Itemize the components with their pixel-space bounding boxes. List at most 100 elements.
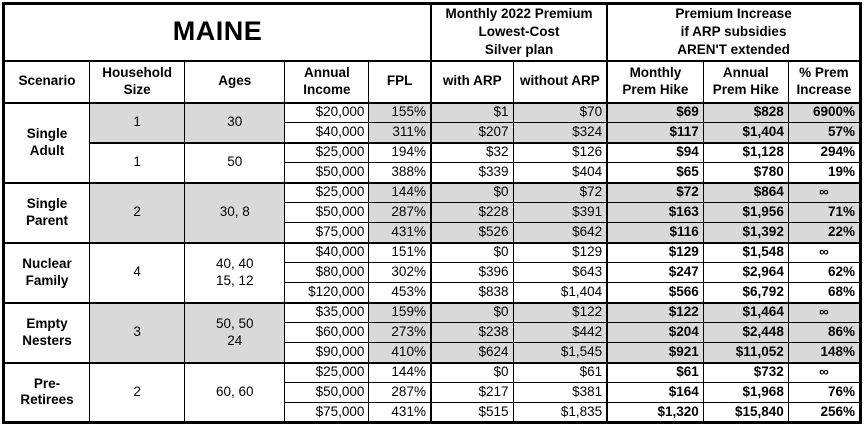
column-header-scenario: Scenario	[2, 60, 91, 104]
annual-prem-hike-cell: $11,052	[702, 342, 789, 364]
without-arp-cell: $442	[512, 322, 608, 344]
annual-income-cell: $75,000	[284, 402, 370, 424]
fpl-cell: 144%	[368, 181, 432, 204]
fpl-cell: 151%	[368, 241, 432, 264]
section-header-row: MAINE Monthly 2022 Premium Lowest-Cost S…	[2, 2, 862, 62]
annual-income-cell: $20,000	[284, 101, 370, 124]
premium-table: MAINE Monthly 2022 Premium Lowest-Cost S…	[2, 2, 862, 425]
scenario-cell: Single Parent	[2, 181, 91, 244]
monthly-prem-hike-cell: $61	[606, 361, 704, 384]
pct-prem-increase-cell: 76%	[787, 382, 862, 404]
without-arp-cell: $129	[512, 241, 608, 264]
without-arp-cell: $1,835	[512, 402, 608, 424]
column-header-monthly-prem-hike: Monthly Prem Hike	[606, 60, 704, 104]
annual-income-cell: $25,000	[284, 141, 370, 164]
scenario-cell: Single Adult	[2, 101, 91, 184]
annual-prem-hike-cell: $1,968	[702, 382, 789, 404]
without-arp-cell: $404	[512, 162, 608, 184]
household-size-cell: 1	[89, 101, 186, 144]
table-row: $50,000 287% $217 $381 $164 $1,968 76%	[4, 382, 862, 404]
monthly-prem-hike-cell: $247	[606, 262, 704, 284]
pct-prem-increase-cell: 148%	[787, 342, 862, 364]
annual-prem-hike-cell: $2,448	[702, 322, 789, 344]
table-row: Nuclear Family 4 40, 40 15, 12 $40,000 151% $…	[2, 241, 862, 304]
fpl-cell: 410%	[368, 342, 432, 364]
increase-section-header: Premium Increase if ARP subsidies AREN'T…	[606, 2, 862, 62]
monthly-prem-hike-cell: $65	[606, 162, 704, 184]
pct-prem-increase-cell: 22%	[787, 222, 862, 244]
with-arp-cell: $526	[429, 222, 514, 244]
annual-prem-hike-cell: $2,964	[702, 262, 789, 284]
with-arp-cell: $0	[429, 301, 514, 324]
annual-prem-hike-cell: $15,840	[702, 402, 789, 424]
without-arp-cell: $122	[512, 301, 608, 324]
monthly-prem-hike-cell: $94	[606, 141, 704, 164]
ages-cell: 50	[184, 141, 286, 184]
with-arp-cell: $238	[429, 322, 514, 344]
scenario-cell: Pre- Retirees	[2, 361, 91, 424]
annual-income-cell: $50,000	[284, 162, 370, 184]
with-arp-cell: $515	[429, 402, 514, 424]
column-header-annual-income: Annual Income	[284, 60, 370, 104]
pct-prem-increase-cell: 256%	[787, 402, 862, 424]
column-header-annual-prem-hike: Annual Prem Hike	[702, 60, 789, 104]
with-arp-cell: $1	[429, 101, 514, 124]
fpl-cell: 273%	[368, 322, 432, 344]
monthly-prem-hike-cell: $122	[606, 301, 704, 324]
scenario-cell: Empty Nesters	[2, 301, 91, 364]
table-row: Pre- Retirees 2 60, 60 $25,000 144% $0 $61 $61 $…	[2, 361, 862, 424]
fpl-cell: 431%	[368, 402, 432, 424]
fpl-cell: 287%	[368, 202, 432, 224]
table-body: Single Adult 1 30 $20,000 155% $1 $70 $69 $828 69…	[2, 101, 862, 424]
column-header-row: Scenario Household Size Ages Annual Inco…	[2, 60, 862, 104]
pct-prem-increase-cell: 68%	[787, 282, 862, 304]
without-arp-cell: $1,404	[512, 282, 608, 304]
annual-prem-hike-cell: $864	[702, 181, 789, 204]
fpl-cell: 144%	[368, 361, 432, 384]
monthly-prem-hike-cell: $566	[606, 282, 704, 304]
fpl-cell: 302%	[368, 262, 432, 284]
monthly-prem-hike-cell: $164	[606, 382, 704, 404]
column-header-without-arp: without ARP	[512, 60, 608, 104]
annual-prem-hike-cell: $828	[702, 101, 789, 124]
monthly-prem-hike-cell: $72	[606, 181, 704, 204]
annual-prem-hike-cell: $1,392	[702, 222, 789, 244]
column-header-ages: Ages	[184, 60, 286, 104]
annual-prem-hike-cell: $6,792	[702, 282, 789, 304]
column-header-pct-prem-increase: % Prem Increase	[787, 60, 862, 104]
annual-prem-hike-cell: $1,956	[702, 202, 789, 224]
pct-prem-increase-cell: ∞	[787, 301, 862, 324]
ages-cell: 30	[184, 101, 286, 144]
fpl-cell: 155%	[368, 101, 432, 124]
household-size-cell: 1	[89, 141, 186, 184]
table-header: MAINE Monthly 2022 Premium Lowest-Cost S…	[2, 2, 862, 104]
pct-prem-increase-cell: 19%	[787, 162, 862, 184]
monthly-prem-hike-cell: $204	[606, 322, 704, 344]
without-arp-cell: $126	[512, 141, 608, 164]
annual-income-cell: $50,000	[284, 382, 370, 404]
annual-prem-hike-cell: $1,404	[702, 122, 789, 144]
pct-prem-increase-cell: 71%	[787, 202, 862, 224]
annual-income-cell: $120,000	[284, 282, 370, 304]
pct-prem-increase-cell: 62%	[787, 262, 862, 284]
annual-prem-hike-cell: $1,548	[702, 241, 789, 264]
ages-cell: 40, 40 15, 12	[184, 241, 286, 304]
fpl-cell: 159%	[368, 301, 432, 324]
pct-prem-increase-cell: ∞	[787, 241, 862, 264]
with-arp-cell: $339	[429, 162, 514, 184]
fpl-cell: 431%	[368, 222, 432, 244]
with-arp-cell: $32	[429, 141, 514, 164]
ages-cell: 50, 50 24	[184, 301, 286, 364]
monthly-prem-hike-cell: $163	[606, 202, 704, 224]
annual-income-cell: $40,000	[284, 122, 370, 144]
column-header-household-size: Household Size	[89, 60, 186, 104]
table-title: MAINE	[2, 2, 432, 62]
without-arp-cell: $70	[512, 101, 608, 124]
with-arp-cell: $217	[429, 382, 514, 404]
table-row: Empty Nesters 3 50, 50 24 $35,000 159% $0 $122…	[2, 301, 862, 364]
without-arp-cell: $643	[512, 262, 608, 284]
annual-prem-hike-cell: $732	[702, 361, 789, 384]
household-size-cell: 4	[89, 241, 186, 304]
annual-income-cell: $90,000	[284, 342, 370, 364]
